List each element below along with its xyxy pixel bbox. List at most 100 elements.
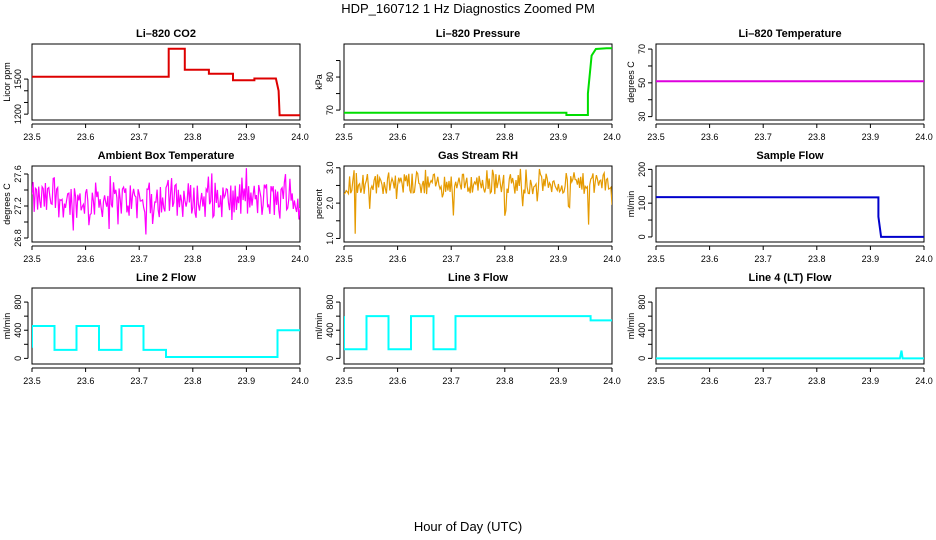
x-tick-label: 23.9 xyxy=(550,376,568,386)
x-tick-label: 23.6 xyxy=(701,376,719,386)
x-tick-label: 23.9 xyxy=(238,132,256,142)
y-tick-label: 0 xyxy=(637,356,647,361)
y-axis-label: degrees C xyxy=(626,61,636,103)
x-tick-label: 23.6 xyxy=(389,132,407,142)
panel-title: Line 4 (LT) Flow xyxy=(749,272,832,284)
x-tick-label: 23.8 xyxy=(496,132,514,142)
plot-frame xyxy=(655,287,925,365)
y-axis-label: Licor ppm xyxy=(2,62,12,102)
x-tick-label: 23.6 xyxy=(77,132,95,142)
y-tick-label: 200 xyxy=(637,162,647,177)
y-tick-label: 800 xyxy=(325,295,335,310)
y-tick-label: 100 xyxy=(637,196,647,211)
panel-3: Li–820 Temperature degrees C 23.5 23.6 23.7 2… xyxy=(626,28,933,142)
y-tick-label: 800 xyxy=(637,295,647,310)
x-tick-label: 23.7 xyxy=(442,254,460,264)
series-line xyxy=(656,350,924,360)
y-tick-label: 50 xyxy=(637,78,647,88)
y-axis-label: ml/min xyxy=(626,313,636,340)
x-tick-label: 23.5 xyxy=(23,132,41,142)
y-tick-label: 0 xyxy=(325,356,335,361)
x-tick-label: 23.5 xyxy=(335,376,353,386)
y-tick-label: 27.2 xyxy=(13,197,23,215)
x-tick-label: 23.6 xyxy=(701,254,719,264)
x-tick-label: 23.9 xyxy=(862,254,880,264)
plot-frame xyxy=(655,165,925,243)
x-tick-label: 24.0 xyxy=(603,254,621,264)
plot-frame xyxy=(343,165,613,243)
y-axis-label: degrees C xyxy=(2,183,12,225)
x-tick-label: 23.7 xyxy=(754,132,772,142)
y-tick-label: 1.0 xyxy=(325,232,335,245)
panel-6: Sample Flow ml/min 23.5 23.6 23.7 23.8 23.9 24.… xyxy=(626,150,933,264)
panel-title: Ambient Box Temperature xyxy=(98,150,235,162)
series-line xyxy=(32,325,300,358)
series-line xyxy=(656,196,924,238)
x-tick-label: 23.8 xyxy=(184,254,202,264)
y-tick-label: 70 xyxy=(637,44,647,54)
x-tick-label: 23.6 xyxy=(77,254,95,264)
x-tick-label: 23.6 xyxy=(389,254,407,264)
series-line xyxy=(32,47,300,117)
panel-title: Sample Flow xyxy=(756,150,824,162)
x-tick-label: 24.0 xyxy=(603,132,621,142)
y-tick-label: 1200 xyxy=(13,104,23,124)
panel-title: Li–820 CO2 xyxy=(136,28,196,40)
y-tick-label: 400 xyxy=(13,323,23,338)
panel-9: Line 4 (LT) Flow ml/min 23.5 23.6 23.7 23.8 23… xyxy=(626,272,933,386)
x-tick-label: 24.0 xyxy=(291,132,309,142)
x-tick-label: 23.6 xyxy=(701,132,719,142)
y-tick-label: 70 xyxy=(325,105,335,115)
plot-frame xyxy=(343,287,613,365)
y-tick-label: 400 xyxy=(637,323,647,338)
x-tick-label: 23.8 xyxy=(184,132,202,142)
plot-frame xyxy=(31,43,301,121)
panel-4: Ambient Box Temperature degrees C 23.5 23.6… xyxy=(2,150,309,264)
x-tick-label: 23.7 xyxy=(130,376,148,386)
x-tick-label: 23.5 xyxy=(335,132,353,142)
y-tick-label: 26.8 xyxy=(13,229,23,247)
y-tick-label: 800 xyxy=(13,295,23,310)
panel-title: Gas Stream RH xyxy=(438,150,518,162)
panel-1: Li–820 CO2 Licor ppm 23.5 23.6 23.7 23.8 23.9 2… xyxy=(2,28,309,142)
series-line xyxy=(344,168,612,234)
panel-2: Li–820 Pressure kPa 23.5 23.6 23.7 23.8 23.9 24… xyxy=(314,28,621,142)
y-tick-label: 400 xyxy=(325,323,335,338)
panel-7: Line 2 Flow ml/min 23.5 23.6 23.7 23.8 23.9 24.… xyxy=(2,272,309,386)
y-tick-label: 0 xyxy=(13,356,23,361)
y-tick-label: 80 xyxy=(325,72,335,82)
x-tick-label: 23.5 xyxy=(647,254,665,264)
x-tick-label: 24.0 xyxy=(915,132,933,142)
x-tick-label: 24.0 xyxy=(915,376,933,386)
panel-title: Line 3 Flow xyxy=(448,272,508,284)
y-tick-label: 0 xyxy=(637,234,647,239)
y-axis-label: kPa xyxy=(314,74,324,90)
y-axis-label: ml/min xyxy=(2,313,12,340)
y-axis-label: ml/min xyxy=(314,313,324,340)
y-tick-label: 1500 xyxy=(13,69,23,89)
x-tick-label: 23.8 xyxy=(808,254,826,264)
x-tick-label: 23.8 xyxy=(496,254,514,264)
x-tick-label: 23.9 xyxy=(862,376,880,386)
y-axis-label: percent xyxy=(314,188,324,219)
x-axis-label: Hour of Day (UTC) xyxy=(413,519,523,534)
panel-title: Li–820 Temperature xyxy=(738,28,841,40)
plot-frame xyxy=(343,43,613,121)
x-tick-label: 23.7 xyxy=(754,254,772,264)
x-tick-label: 23.5 xyxy=(23,254,41,264)
x-tick-label: 24.0 xyxy=(291,376,309,386)
figure-title: HDP_160712 1 Hz Diagnostics Zoomed PM xyxy=(341,1,595,16)
x-tick-label: 23.8 xyxy=(808,132,826,142)
series-line xyxy=(344,47,612,116)
x-tick-label: 23.9 xyxy=(238,254,256,264)
series-line xyxy=(344,315,612,351)
plot-frame xyxy=(31,165,301,243)
x-tick-label: 23.5 xyxy=(23,376,41,386)
y-axis-label: ml/min xyxy=(626,191,636,218)
x-tick-label: 23.7 xyxy=(130,254,148,264)
series-line xyxy=(32,168,300,235)
x-tick-label: 23.5 xyxy=(647,376,665,386)
y-tick-label: 2.0 xyxy=(325,197,335,210)
x-tick-label: 23.9 xyxy=(862,132,880,142)
